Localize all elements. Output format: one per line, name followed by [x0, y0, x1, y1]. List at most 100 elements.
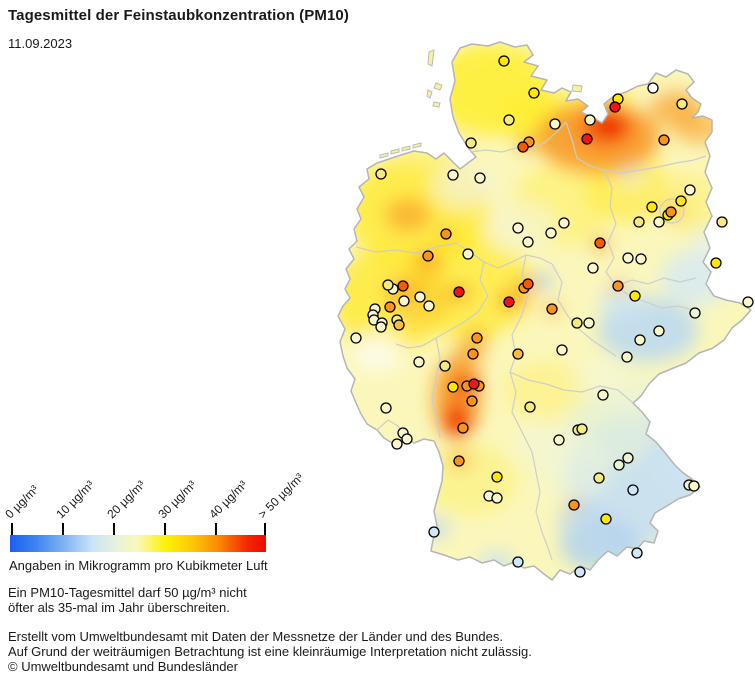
station-marker[interactable]	[676, 98, 688, 110]
station-marker[interactable]	[597, 389, 609, 401]
legend-gradient-bar	[10, 535, 266, 552]
station-marker[interactable]	[665, 206, 677, 218]
station-marker[interactable]	[631, 547, 643, 559]
station-marker[interactable]	[574, 566, 586, 578]
station-marker[interactable]	[375, 168, 387, 180]
station-marker[interactable]	[512, 348, 524, 360]
legend-tick	[164, 523, 166, 535]
source-footer: Erstellt vom Umweltbundesamt mit Daten d…	[8, 629, 532, 674]
islands	[379, 49, 583, 159]
station-marker[interactable]	[710, 257, 722, 269]
station-marker[interactable]	[622, 252, 634, 264]
station-marker[interactable]	[627, 484, 639, 496]
station-marker[interactable]	[634, 334, 646, 346]
limit-note: Ein PM10-Tagesmittel darf 50 µg/m³ nicht…	[8, 585, 247, 615]
station-marker[interactable]	[629, 290, 641, 302]
station-marker[interactable]	[457, 422, 469, 434]
station-marker[interactable]	[466, 395, 478, 407]
station-marker[interactable]	[742, 296, 754, 308]
legend-tick	[113, 523, 115, 535]
station-marker[interactable]	[583, 317, 595, 329]
station-marker[interactable]	[587, 262, 599, 274]
legend-caption: Angaben in Mikrogramm pro Kubikmeter Luf…	[9, 558, 268, 573]
station-marker[interactable]	[453, 455, 465, 467]
station-marker[interactable]	[468, 378, 480, 390]
station-marker[interactable]	[467, 348, 479, 360]
station-marker[interactable]	[545, 227, 557, 239]
station-marker[interactable]	[401, 433, 413, 445]
station-marker[interactable]	[439, 360, 451, 372]
station-marker[interactable]	[440, 228, 452, 240]
station-marker[interactable]	[380, 402, 392, 414]
station-marker[interactable]	[653, 325, 665, 337]
station-marker[interactable]	[716, 216, 728, 228]
station-marker[interactable]	[414, 291, 426, 303]
station-marker[interactable]	[512, 556, 524, 568]
station-marker[interactable]	[503, 114, 515, 126]
station-marker[interactable]	[503, 296, 515, 308]
station-marker[interactable]	[553, 434, 565, 446]
limit-note-line2: öfter als 35-mal im Jahr überschreiten.	[8, 600, 230, 615]
station-marker[interactable]	[613, 459, 625, 471]
station-marker[interactable]	[600, 513, 612, 525]
station-marker[interactable]	[584, 114, 596, 126]
station-marker[interactable]	[382, 279, 394, 291]
station-marker[interactable]	[688, 480, 700, 492]
station-marker[interactable]	[428, 526, 440, 538]
station-marker[interactable]	[453, 286, 465, 298]
station-marker[interactable]	[524, 401, 536, 413]
station-marker[interactable]	[350, 332, 362, 344]
station-marker[interactable]	[609, 101, 621, 113]
station-marker[interactable]	[556, 344, 568, 356]
station-marker[interactable]	[413, 356, 425, 368]
station-marker[interactable]	[684, 184, 696, 196]
station-marker[interactable]	[375, 321, 387, 333]
station-marker[interactable]	[546, 303, 558, 315]
station-marker[interactable]	[391, 438, 403, 450]
station-marker[interactable]	[447, 381, 459, 393]
station-marker[interactable]	[622, 452, 634, 464]
station-marker[interactable]	[522, 278, 534, 290]
station-marker[interactable]	[397, 280, 409, 292]
station-marker[interactable]	[465, 137, 477, 149]
station-marker[interactable]	[422, 250, 434, 262]
station-marker[interactable]	[653, 216, 665, 228]
footer-copyright: © Umweltbundesamt und Bundesländer	[8, 659, 238, 674]
station-marker[interactable]	[658, 134, 670, 146]
station-marker[interactable]	[593, 472, 605, 484]
station-marker[interactable]	[517, 141, 529, 153]
station-marker[interactable]	[393, 319, 405, 331]
station-marker[interactable]	[498, 55, 510, 67]
station-marker[interactable]	[635, 253, 647, 265]
station-marker[interactable]	[474, 172, 486, 184]
station-marker[interactable]	[571, 317, 583, 329]
station-marker[interactable]	[568, 499, 580, 511]
station-marker[interactable]	[384, 301, 396, 313]
station-marker[interactable]	[491, 471, 503, 483]
legend-tick	[215, 523, 217, 535]
station-marker[interactable]	[522, 236, 534, 248]
station-marker[interactable]	[646, 201, 658, 213]
station-marker[interactable]	[689, 307, 701, 319]
station-marker[interactable]	[633, 216, 645, 228]
station-marker[interactable]	[576, 423, 588, 435]
station-marker[interactable]	[471, 332, 483, 344]
station-marker[interactable]	[612, 280, 624, 292]
station-marker[interactable]	[621, 351, 633, 363]
station-marker[interactable]	[423, 300, 435, 312]
station-marker[interactable]	[447, 169, 459, 181]
station-marker[interactable]	[398, 295, 410, 307]
station-marker[interactable]	[549, 118, 561, 130]
station-marker[interactable]	[581, 133, 593, 145]
station-marker[interactable]	[594, 237, 606, 249]
station-marker[interactable]	[528, 87, 540, 99]
station-marker[interactable]	[647, 82, 659, 94]
station-marker[interactable]	[491, 492, 503, 504]
legend-tick	[264, 523, 266, 535]
station-marker[interactable]	[558, 217, 570, 229]
station-marker[interactable]	[512, 222, 524, 234]
station-layer	[350, 55, 754, 578]
station-marker[interactable]	[462, 248, 474, 260]
station-marker[interactable]	[675, 195, 687, 207]
germany-outline	[337, 41, 752, 581]
